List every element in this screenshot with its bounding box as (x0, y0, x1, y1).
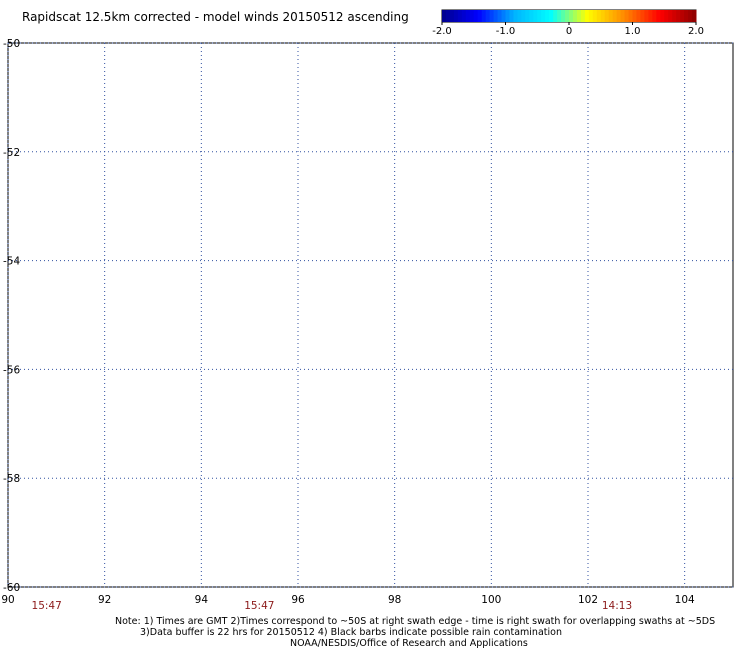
x-tick-label: 104 (675, 594, 695, 606)
y-tick-label: -50 (3, 38, 20, 50)
colorbar-gradient (442, 10, 697, 22)
colorbar-segment (553, 10, 558, 22)
colorbar-segment (505, 10, 510, 22)
colorbar-segment (449, 10, 455, 22)
colorbar-segment (648, 10, 653, 22)
colorbar-segment (624, 10, 630, 22)
colorbar-tick-label: -2.0 (432, 26, 452, 37)
colorbar-segment (529, 10, 534, 22)
colorbar: -2.0 -1.0 0 1.0 2.0 (432, 9, 704, 37)
plot-frame (7, 42, 734, 588)
x-tick-label: 90 (1, 594, 14, 606)
colorbar-segment (549, 10, 554, 22)
colorbar-segment (445, 10, 451, 22)
colorbar-segment (569, 10, 574, 22)
time-label: 14:13 (602, 600, 632, 612)
colorbar-segment (457, 10, 463, 22)
colorbar-segment (672, 10, 677, 22)
colorbar-segment (616, 10, 622, 22)
colorbar-segment (545, 10, 550, 22)
colorbar-tick-label: 0 (566, 26, 572, 37)
colorbar-segment (493, 10, 499, 22)
colorbar-segment (688, 10, 693, 22)
colorbar-segment (513, 10, 518, 22)
colorbar-segment (541, 10, 546, 22)
colorbar-ticks: -2.0 -1.0 0 1.0 2.0 (432, 22, 704, 37)
time-labels: 15:47 15:47 14:13 (32, 600, 633, 612)
colorbar-segment (656, 10, 661, 22)
colorbar-segment (628, 10, 633, 22)
colorbar-segment (497, 10, 503, 22)
colorbar-segment (580, 10, 586, 22)
y-tick-label: -60 (3, 582, 20, 594)
colorbar-segment (485, 10, 491, 22)
colorbar-segment (612, 10, 618, 22)
colorbar-segment (453, 10, 459, 22)
colorbar-segment (557, 10, 562, 22)
colorbar-segment (481, 10, 487, 22)
y-tick-label: -56 (3, 364, 20, 376)
colorbar-segment (533, 10, 538, 22)
colorbar-segment (561, 10, 566, 22)
x-tick-labels: 90 92 94 96 98 100 102 104 (1, 594, 695, 606)
colorbar-segment (576, 10, 582, 22)
colorbar-segment (461, 10, 467, 22)
colorbar-segment (588, 10, 594, 22)
colorbar-segment (620, 10, 626, 22)
colorbar-tick-label: 2.0 (688, 26, 704, 37)
time-label: 15:47 (244, 600, 274, 612)
note-line-2: 3)Data buffer is 22 hrs for 20150512 4) … (140, 627, 562, 638)
colorbar-segment (636, 10, 641, 22)
x-tick-label: 92 (98, 594, 111, 606)
colorbar-segment (644, 10, 649, 22)
colorbar-segment (664, 10, 669, 22)
colorbar-segment (509, 10, 514, 22)
colorbar-segment (600, 10, 606, 22)
y-tick-label: -52 (3, 147, 20, 159)
colorbar-segment (477, 10, 483, 22)
colorbar-segment (640, 10, 645, 22)
colorbar-segment (608, 10, 614, 22)
colorbar-segment (501, 10, 506, 22)
colorbar-tick-label: 1.0 (625, 26, 641, 37)
colorbar-segment (584, 10, 590, 22)
colorbar-segment (442, 10, 447, 22)
colorbar-segment (525, 10, 530, 22)
colorbar-segment (680, 10, 685, 22)
colorbar-segment (684, 10, 689, 22)
x-tick-label: 96 (291, 594, 305, 606)
colorbar-segment (537, 10, 542, 22)
colorbar-segment (676, 10, 681, 22)
colorbar-segment (652, 10, 657, 22)
colorbar-segment (668, 10, 673, 22)
colorbar-segment (517, 10, 522, 22)
time-label: 15:47 (32, 600, 62, 612)
colorbar-segment (596, 10, 602, 22)
grid-lines (7, 42, 733, 588)
x-tick-label: 102 (578, 594, 598, 606)
y-tick-label: -58 (3, 473, 20, 485)
colorbar-segment (592, 10, 598, 22)
x-tick-label: 94 (195, 594, 209, 606)
colorbar-segment (660, 10, 665, 22)
x-tick-label: 98 (388, 594, 401, 606)
y-tick-label: -54 (3, 256, 20, 268)
colorbar-segment (692, 10, 697, 22)
note-line-1: Note: 1) Times are GMT 2)Times correspon… (115, 616, 715, 627)
x-tick-label: 100 (481, 594, 501, 606)
colorbar-segment (469, 10, 475, 22)
colorbar-segment (604, 10, 610, 22)
y-tick-labels: -50 -52 -54 -56 -58 -60 (3, 38, 20, 594)
colorbar-tick-label: -1.0 (496, 26, 516, 37)
colorbar-segment (465, 10, 471, 22)
colorbar-segment (521, 10, 526, 22)
colorbar-segment (473, 10, 479, 22)
chart-title: Rapidscat 12.5km corrected - model winds… (22, 10, 409, 24)
colorbar-segment (489, 10, 495, 22)
note-line-3: NOAA/NESDIS/Office of Research and Appli… (290, 638, 528, 649)
colorbar-segment (632, 10, 637, 22)
colorbar-segment (565, 10, 570, 22)
colorbar-segment (572, 10, 578, 22)
